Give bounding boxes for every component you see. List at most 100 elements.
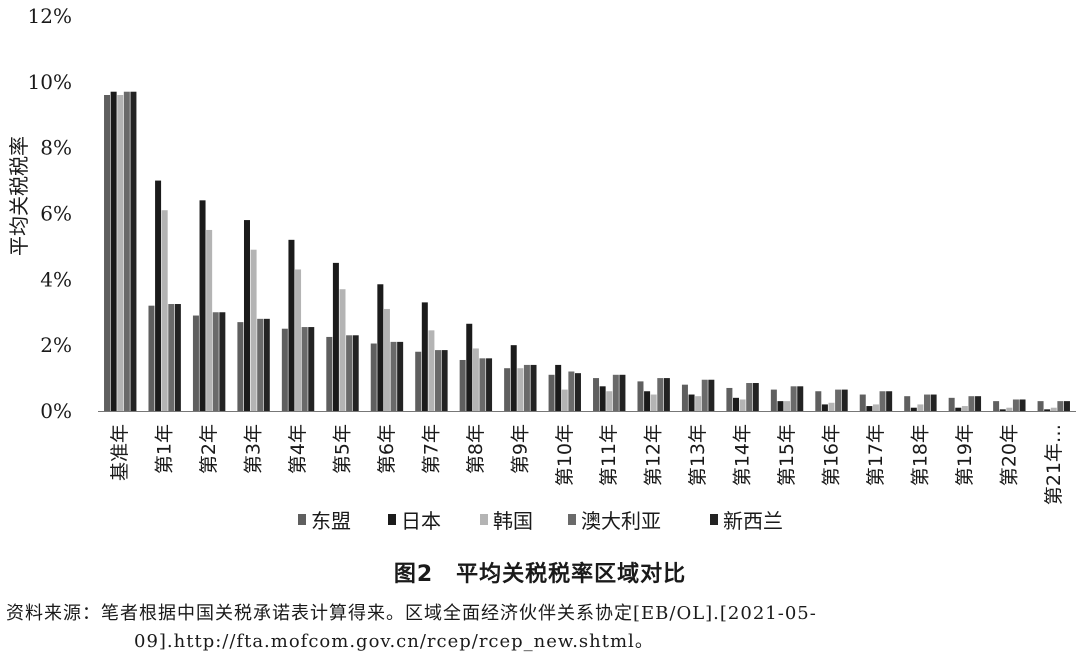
x-tick-label: 第18年 (909, 424, 931, 486)
bar (459, 359, 466, 411)
x-tick-label: 第12年 (643, 424, 665, 486)
x-axis-category-labels: 基准年 第1年 第2年 第3年 第4年 第5年 第6年 第7年 第8年 第9年 第10年 第11年 第1… (109, 424, 1065, 505)
x-tick-label: 第21年… (1043, 424, 1065, 505)
bar (815, 391, 822, 411)
bar (726, 387, 733, 411)
bar (930, 394, 937, 411)
x-tick-label: 第14年 (732, 424, 754, 486)
bar (879, 391, 886, 411)
bar (390, 341, 397, 412)
bar (599, 386, 606, 411)
x-tick-label: 基准年 (109, 424, 131, 481)
bar (1057, 401, 1064, 412)
legend-label: 韩国 (493, 509, 533, 533)
legend-swatch (568, 514, 576, 525)
x-tick-label: 第1年 (154, 424, 176, 474)
bar (117, 95, 124, 411)
x-tick-label: 第9年 (509, 424, 531, 474)
bar-chart: 平均关税税率 0% 2% 4% 6% 8% 10% 12% 基准年 第1年 第2年 第3年 第4年 第… (7, 4, 1076, 533)
bar (479, 358, 486, 411)
bar (510, 345, 517, 411)
bar (637, 381, 644, 412)
bar (975, 396, 982, 411)
bar (326, 336, 333, 411)
bar (910, 407, 917, 411)
x-tick-label: 第16年 (821, 424, 843, 486)
bar (130, 91, 137, 412)
bar (1006, 407, 1013, 411)
bar (504, 368, 511, 411)
y-tick-label: 10% (28, 70, 72, 94)
x-tick-label: 第13年 (687, 424, 709, 486)
bar (383, 308, 390, 411)
bar (517, 368, 524, 411)
bar-series-group (104, 91, 1070, 412)
bar (1037, 401, 1044, 412)
x-tick-label: 第19年 (954, 424, 976, 486)
bar (657, 378, 664, 411)
x-tick-label: 第11年 (598, 424, 620, 486)
bar (397, 341, 404, 412)
bar (174, 304, 181, 411)
bar (746, 383, 753, 411)
bar (961, 406, 968, 411)
bar (708, 379, 715, 411)
bar (263, 318, 270, 411)
bar (619, 374, 626, 411)
bar (466, 323, 473, 411)
bar (993, 401, 1000, 412)
bar (548, 374, 555, 411)
bar (904, 396, 911, 411)
legend-label: 日本 (401, 509, 441, 533)
figure-caption: 图2 平均关税税率区域对比 (393, 562, 687, 587)
bar (663, 378, 670, 411)
bar (148, 305, 155, 411)
bar (688, 394, 695, 411)
bar (1019, 399, 1026, 411)
x-tick-label: 第6年 (376, 424, 398, 474)
bar (110, 91, 117, 412)
bar (123, 91, 130, 412)
bar (301, 327, 308, 411)
source-line-1: 资料来源：笔者根据中国关税承诺表计算得来。区域全面经济伙伴关系协定[EB/OL]… (6, 603, 817, 624)
bar (1063, 401, 1070, 412)
y-tick-label: 8% (40, 136, 72, 160)
bar (644, 391, 651, 411)
legend-label: 东盟 (311, 509, 351, 533)
bar (155, 180, 162, 411)
legend: 东盟 日本 韩国 澳大利亚 新西兰 (298, 509, 783, 533)
bar (841, 389, 848, 411)
bar (237, 322, 244, 412)
bar (332, 262, 339, 412)
legend-swatch (710, 514, 718, 525)
bar (1050, 407, 1057, 411)
y-axis-ticks: 0% 2% 4% 6% 8% 10% 12% (28, 4, 72, 423)
bar (435, 350, 442, 411)
bar (523, 364, 530, 411)
bar (917, 404, 924, 411)
bar (568, 371, 575, 411)
source-line-2: 09].http://fta.mofcom.gov.cn/rcep/rcep_n… (134, 631, 654, 652)
bar (948, 397, 955, 411)
bar (352, 335, 359, 411)
bar (790, 386, 797, 411)
x-tick-label: 第15年 (776, 424, 798, 486)
x-tick-label: 第8年 (465, 424, 487, 474)
x-tick-label: 第4年 (287, 424, 309, 474)
bar (370, 343, 377, 411)
x-tick-label: 第20年 (998, 424, 1020, 486)
bar (574, 373, 581, 411)
x-tick-label: 第17年 (865, 424, 887, 486)
bar (612, 374, 619, 411)
y-tick-label: 12% (28, 4, 72, 28)
y-tick-label: 2% (40, 333, 72, 357)
y-tick-label: 0% (40, 399, 72, 423)
bar (243, 220, 250, 411)
y-tick-label: 4% (40, 267, 72, 291)
source-note: 资料来源：笔者根据中国关税承诺表计算得来。区域全面经济伙伴关系协定[EB/OL]… (6, 600, 1074, 656)
bar (281, 328, 288, 411)
bar (257, 318, 264, 411)
bar (866, 406, 873, 411)
bar (752, 383, 759, 411)
bar (770, 389, 777, 411)
